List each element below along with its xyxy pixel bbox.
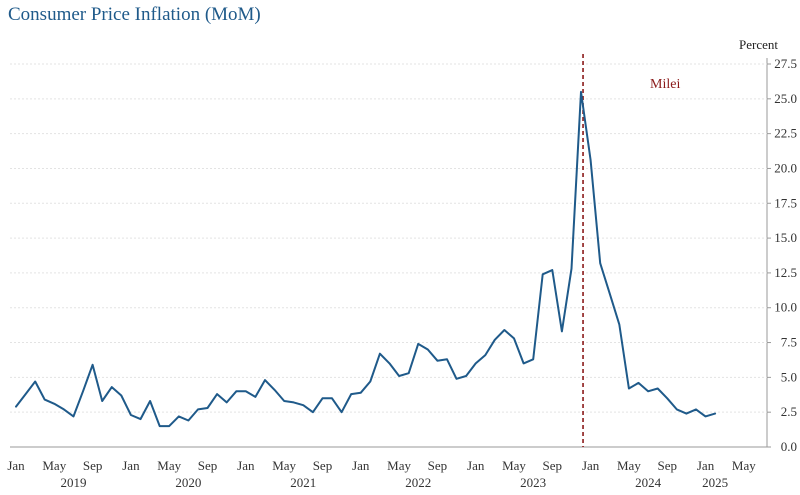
y-tick-label: 17.5 [774, 195, 797, 210]
x-tick-label: Jan [352, 458, 370, 473]
y-tick-label: 2.5 [781, 404, 797, 419]
x-year-label: 2021 [290, 475, 316, 490]
y-tick-label: 12.5 [774, 265, 797, 280]
x-tick-label: May [502, 458, 526, 473]
x-year-label: 2024 [635, 475, 662, 490]
x-tick-label: May [157, 458, 181, 473]
x-tick-label: May [272, 458, 296, 473]
x-year-label: 2023 [520, 475, 546, 490]
x-tick-label: Sep [657, 458, 677, 473]
x-tick-label: May [42, 458, 66, 473]
x-tick-label: Jan [467, 458, 485, 473]
x-year-label: 2022 [405, 475, 431, 490]
x-year-label: 2025 [702, 475, 728, 490]
x-tick-label: May [732, 458, 756, 473]
x-tick-label: Sep [83, 458, 103, 473]
x-tick-label: Jan [237, 458, 255, 473]
cpi-series-line [15, 90, 717, 428]
x-tick-label: May [387, 458, 411, 473]
x-tick-label: Jan [582, 458, 600, 473]
x-tick-label: May [617, 458, 641, 473]
y-tick-label: 10.0 [774, 300, 797, 315]
x-tick-label: Sep [543, 458, 563, 473]
y-tick-label: 5.0 [781, 369, 797, 384]
x-year-label: 2019 [60, 475, 86, 490]
y-tick-label: 15.0 [774, 230, 797, 245]
x-tick-label: Jan [7, 458, 25, 473]
y-tick-label: 25.0 [774, 91, 797, 106]
x-tick-label: Sep [313, 458, 333, 473]
x-year-label: 2020 [175, 475, 201, 490]
y-axis-unit-label: Percent [739, 37, 778, 52]
x-tick-label: Jan [122, 458, 140, 473]
x-tick-label: Jan [697, 458, 715, 473]
milei-annotation-label: Milei [650, 77, 680, 92]
chart-title: Consumer Price Inflation (MoM) [8, 4, 261, 25]
x-tick-label: Sep [198, 458, 218, 473]
x-tick-label: Sep [428, 458, 448, 473]
y-tick-label: 0.0 [781, 439, 797, 454]
y-tick-label: 22.5 [774, 126, 797, 141]
y-tick-label: 7.5 [781, 335, 797, 350]
y-tick-label: 27.5 [774, 56, 797, 71]
y-tick-label: 20.0 [774, 160, 797, 175]
